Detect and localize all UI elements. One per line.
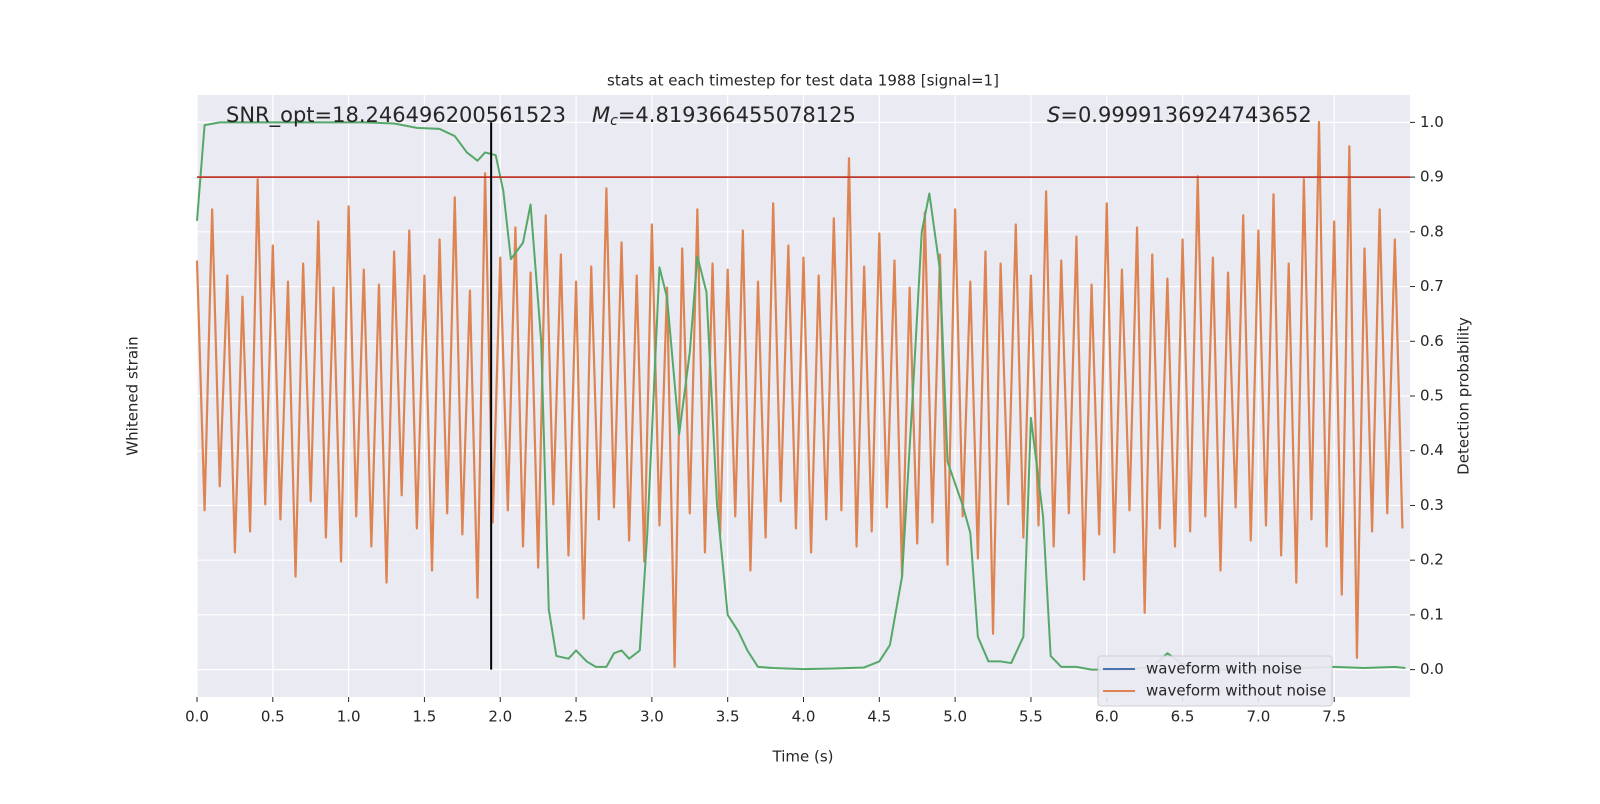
y2-tick-label: 0.9 (1420, 168, 1444, 186)
y2-tick-label: 0.6 (1420, 332, 1444, 350)
y2-tick-label: 0.3 (1420, 496, 1444, 514)
x-axis-label: Time (s) (772, 748, 834, 766)
y2-tick-label: 0.7 (1420, 277, 1444, 295)
legend-label: waveform with noise (1146, 660, 1302, 678)
y-axis-label: Whitened strain (124, 336, 142, 455)
x-tick-label: 2.5 (564, 708, 588, 726)
x-tick-label: 0.0 (185, 708, 209, 726)
x-tick-label: 5.0 (943, 708, 967, 726)
x-tick-label: 6.0 (1095, 708, 1119, 726)
y2-tick-label: 0.1 (1420, 605, 1444, 623)
x-tick-label: 3.5 (716, 708, 740, 726)
series-line (195, 120, 1404, 668)
annotation-symbol: S (1047, 103, 1060, 127)
annotation-text: =0.9999136924743652 (1060, 103, 1311, 127)
annotation-subscript: c (610, 113, 618, 129)
annotation: SNR_opt=18.246496200561523 (226, 103, 566, 128)
y2-tick-label: 0.0 (1420, 660, 1444, 678)
x-tick-label: 1.0 (337, 708, 361, 726)
legend-label: waveform without noise (1146, 682, 1326, 700)
y2-tick-label: 1.0 (1420, 113, 1444, 131)
annotation: S=0.9999136924743652 (1047, 103, 1312, 127)
x-tick-label: 5.5 (1019, 708, 1043, 726)
annotation: Mc=4.819366455078125 (592, 103, 856, 129)
x-tick-label: 1.5 (413, 708, 437, 726)
annotation-text: =4.819366455078125 (618, 103, 856, 127)
x-tick-label: 7.0 (1246, 708, 1270, 726)
x-tick-label: 7.5 (1322, 708, 1346, 726)
y2-tick-label: 0.8 (1420, 222, 1444, 240)
series-line (196, 121, 1406, 671)
annotation-symbol: M (592, 103, 610, 127)
y2-tick-label: 0.4 (1420, 441, 1444, 459)
legend-box (1097, 655, 1333, 707)
x-tick-label: 6.5 (1171, 708, 1195, 726)
y2-tick-label: 0.5 (1420, 387, 1444, 405)
legend: waveform with noise waveform without nois… (1097, 655, 1333, 707)
marks (195, 120, 1410, 671)
x-tick-label: 3.0 (640, 708, 664, 726)
y2-axis-label: Detection probability (1455, 317, 1473, 475)
y2-tick-label: 0.2 (1420, 551, 1444, 569)
x-tick-label: 4.0 (792, 708, 816, 726)
x-tick-label: 4.5 (867, 708, 891, 726)
x-tick-label: 0.5 (261, 708, 285, 726)
chart-title: stats at each timestep for test data 198… (607, 72, 999, 90)
x-tick-label: 2.0 (488, 708, 512, 726)
